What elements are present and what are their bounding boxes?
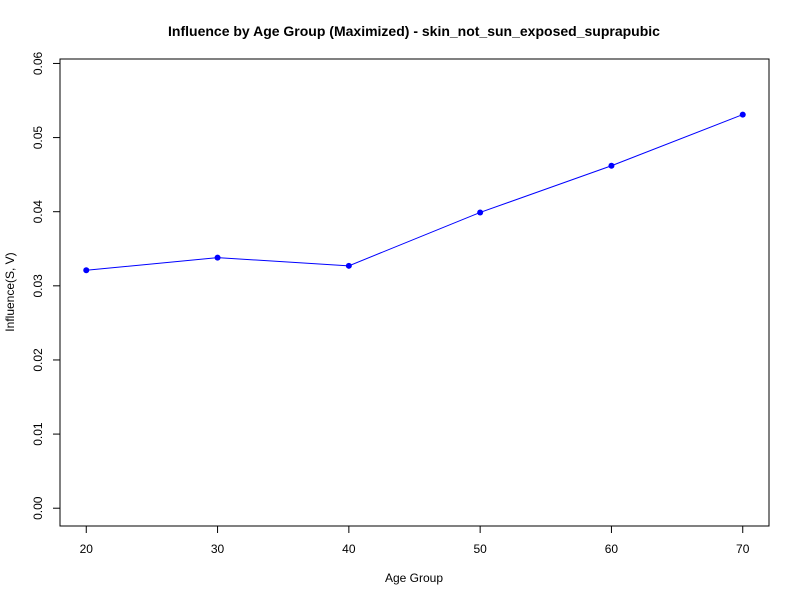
series-line [86,114,743,271]
y-tick-label: 0.06 [31,51,45,75]
data-point [608,162,615,169]
plot-frame [59,58,770,527]
x-tick-label: 60 [605,542,619,556]
chart-title: Influence by Age Group (Maximized) - ski… [168,23,660,39]
data-point [83,267,90,274]
x-tick-label: 70 [736,542,750,556]
data-point [477,209,484,216]
x-tick-label: 20 [80,542,94,556]
y-tick-label: 0.02 [31,348,45,372]
series-points [83,111,746,274]
x-axis-label: Age Group [385,571,443,585]
y-tick-label: 0.00 [31,496,45,520]
x-tick-label: 40 [342,542,356,556]
x-axis: 20 30 40 50 60 70 [80,526,750,556]
y-axis: 0.00 0.01 0.02 0.03 0.04 0.05 0.06 [31,51,60,520]
data-point [345,262,352,269]
data-point [214,254,221,261]
y-tick-label: 0.05 [31,126,45,150]
y-axis-label: Influence(S, V) [3,252,17,331]
data-point [739,111,746,118]
y-tick-label: 0.01 [31,422,45,446]
x-tick-label: 50 [473,542,487,556]
x-tick-label: 30 [211,542,225,556]
y-tick-label: 0.04 [31,200,45,224]
y-tick-label: 0.03 [31,274,45,298]
